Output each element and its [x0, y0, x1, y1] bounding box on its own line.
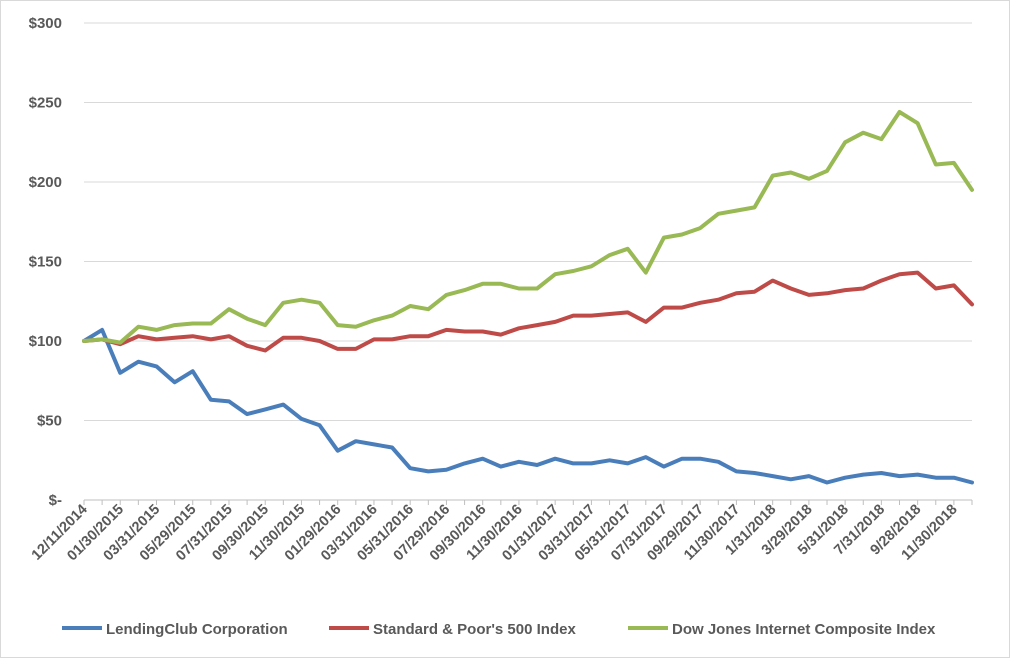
- y-tick-label: $-: [49, 492, 62, 509]
- legend-label: Dow Jones Internet Composite Index: [672, 621, 936, 638]
- legend: LendingClub Corporation Standard & Poor's…: [62, 621, 936, 638]
- series-line-1: [82, 327, 974, 485]
- y-tick-label: $250: [29, 95, 62, 112]
- y-tick-label: $200: [29, 174, 62, 191]
- y-tick-label: $150: [29, 254, 62, 271]
- legend-label: LendingClub Corporation: [106, 621, 288, 638]
- y-tick-label: $100: [29, 333, 62, 350]
- series-line-3: [82, 110, 974, 345]
- x-axis: [83, 499, 973, 505]
- y-tick-label: $300: [29, 15, 62, 32]
- y-tick-label: $50: [37, 413, 62, 430]
- series-line-2: [82, 270, 974, 353]
- gridlines: [84, 22, 972, 421]
- series-lines: [82, 110, 974, 485]
- x-axis-ticks: 12/11/201401/30/201503/31/201505/29/2015…: [29, 502, 961, 565]
- y-axis-ticks: $- $50 $100 $150 $200 $250 $300: [29, 15, 62, 509]
- legend-label: Standard & Poor's 500 Index: [373, 621, 576, 638]
